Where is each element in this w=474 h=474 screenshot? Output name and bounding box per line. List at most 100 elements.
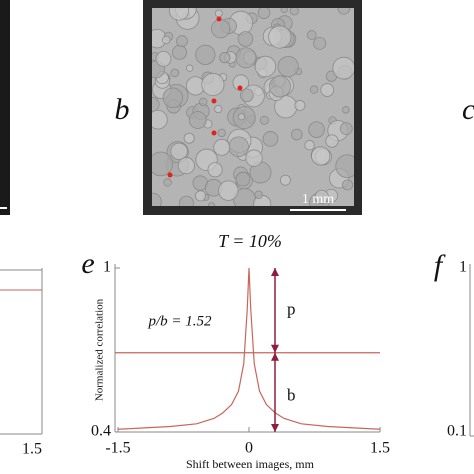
bubble bbox=[320, 83, 335, 97]
bubble bbox=[168, 8, 190, 21]
x-tick-label: 0 bbox=[245, 440, 253, 457]
bubble bbox=[289, 8, 299, 16]
bubble bbox=[309, 85, 319, 94]
bubble bbox=[339, 122, 353, 136]
bubble bbox=[170, 142, 188, 161]
bubble bbox=[279, 174, 291, 186]
y-tick-label: 0.1 bbox=[447, 423, 467, 440]
bubble bbox=[213, 138, 231, 156]
bubble bbox=[237, 31, 254, 47]
bubble bbox=[214, 9, 223, 18]
arrow-head bbox=[271, 352, 279, 361]
dot bbox=[216, 16, 222, 22]
chart-e: T = 10% e p/b = 1.52 Normalized correlat… bbox=[81, 231, 390, 471]
bubble bbox=[211, 19, 231, 39]
arrow-head bbox=[271, 424, 279, 432]
bubble bbox=[306, 30, 317, 40]
image-a-edge bbox=[0, 0, 10, 215]
x-tick-label: -1.5 bbox=[105, 440, 130, 457]
bubble bbox=[163, 178, 172, 187]
bubble bbox=[257, 8, 271, 20]
bubble bbox=[325, 134, 339, 148]
bubble bbox=[217, 128, 226, 138]
bubble bbox=[177, 157, 195, 175]
arrow-label: b bbox=[287, 385, 296, 404]
bubble bbox=[172, 44, 187, 60]
bubble bbox=[294, 99, 306, 111]
bubble bbox=[342, 179, 354, 191]
bubble bbox=[313, 36, 327, 50]
dot bbox=[211, 98, 217, 104]
dot bbox=[167, 172, 173, 178]
bubble bbox=[280, 8, 288, 14]
panel-label: b bbox=[115, 93, 130, 126]
panel-label: c bbox=[462, 93, 474, 126]
bubble bbox=[219, 52, 231, 64]
bubble bbox=[201, 72, 225, 97]
bubble bbox=[207, 162, 223, 178]
bubble bbox=[335, 154, 354, 178]
scale-bar-label: 1 mm bbox=[302, 192, 334, 207]
bubble bbox=[262, 131, 279, 147]
bubble bbox=[269, 75, 291, 98]
bubble bbox=[235, 47, 257, 69]
arrow-label: p bbox=[287, 299, 296, 318]
bubble bbox=[183, 132, 195, 144]
x-tick-label: 1.5 bbox=[370, 440, 390, 457]
bubble bbox=[308, 121, 325, 138]
bubble bbox=[162, 87, 184, 108]
arrow-head bbox=[271, 344, 279, 353]
bubble bbox=[237, 113, 246, 121]
bubble bbox=[311, 146, 331, 166]
bubble bbox=[185, 64, 194, 72]
bubble bbox=[268, 25, 292, 49]
bubbles bbox=[152, 8, 354, 206]
bubble bbox=[228, 136, 249, 158]
panel-label: f bbox=[434, 249, 446, 282]
bubble bbox=[161, 35, 171, 45]
y-tick-label: 1 bbox=[459, 259, 467, 276]
bubble bbox=[198, 97, 208, 107]
bubble bbox=[155, 50, 172, 67]
bubble bbox=[176, 35, 188, 48]
arrow-head bbox=[271, 268, 279, 276]
bubble bbox=[332, 56, 354, 80]
bubble bbox=[254, 190, 263, 199]
bubble bbox=[195, 44, 216, 65]
bubble bbox=[314, 189, 329, 204]
panel-label: e bbox=[81, 247, 94, 280]
bubble bbox=[218, 180, 239, 201]
y-tick-label: 0.4 bbox=[91, 423, 111, 440]
bubble bbox=[152, 109, 168, 130]
bubble bbox=[337, 8, 351, 15]
bubble bbox=[254, 55, 277, 78]
bubble bbox=[342, 106, 350, 114]
bubble bbox=[179, 195, 194, 206]
data-line bbox=[117, 267, 381, 430]
bubble bbox=[235, 171, 251, 187]
bubble bbox=[245, 149, 263, 167]
bubble bbox=[195, 190, 207, 202]
bubble bbox=[152, 151, 174, 177]
bubble bbox=[214, 104, 223, 114]
bubble bbox=[239, 88, 254, 103]
bubble bbox=[170, 68, 180, 78]
bubble bbox=[152, 96, 160, 112]
chart-title: T = 10% bbox=[218, 231, 282, 251]
bubble bbox=[207, 202, 216, 206]
bubble bbox=[304, 140, 315, 151]
x-tick-label: 1.5 bbox=[22, 441, 42, 458]
y-tick-label: 1 bbox=[103, 259, 111, 276]
annotation: p/b = 1.52 bbox=[147, 313, 212, 329]
bubble bbox=[188, 111, 207, 129]
y-axis-label: Normalized correlation bbox=[94, 298, 106, 401]
bubble bbox=[259, 115, 269, 125]
bubble bbox=[277, 56, 299, 78]
bubble bbox=[232, 74, 250, 91]
bubble bbox=[152, 192, 162, 206]
x-axis-label: Shift between images, mm bbox=[186, 457, 315, 471]
dot bbox=[237, 85, 243, 91]
dot bbox=[211, 130, 217, 136]
red-dots bbox=[167, 16, 243, 178]
